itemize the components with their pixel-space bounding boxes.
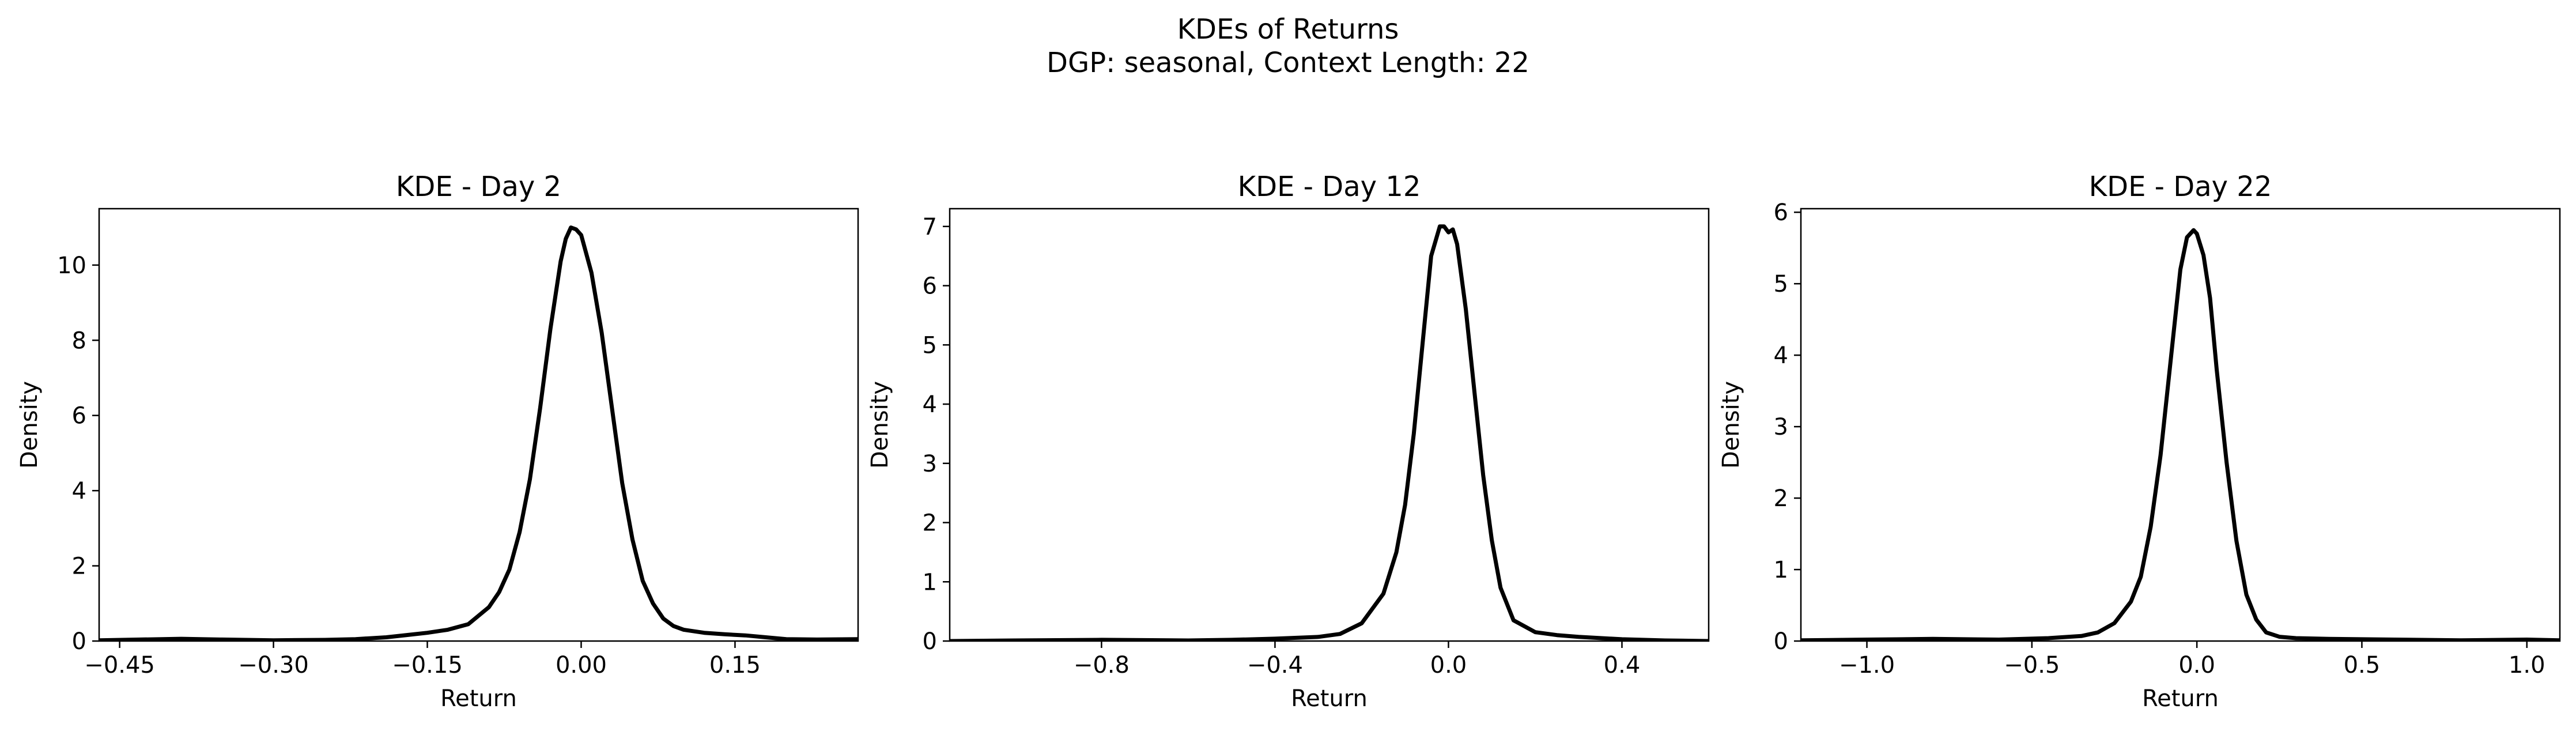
x-axis-label: Return xyxy=(440,685,517,712)
y-tick-label: 6 xyxy=(72,403,86,429)
y-tick-label: 1 xyxy=(923,569,937,595)
y-tick-label: 2 xyxy=(923,510,937,537)
y-tick-label: 10 xyxy=(57,252,86,279)
axes-frame xyxy=(949,208,1710,642)
x-axis-label: Return xyxy=(1291,685,1368,712)
y-tick-label: 6 xyxy=(923,273,937,300)
x-tick-label: 0.4 xyxy=(1604,652,1641,679)
kde-line xyxy=(99,225,858,641)
x-tick-label: 0.0 xyxy=(2178,652,2215,679)
x-tick-label: −1.0 xyxy=(1839,652,1895,679)
y-tick-label: 4 xyxy=(1774,342,1788,369)
x-tick-label: 1.0 xyxy=(2509,652,2545,679)
y-tick-label: 0 xyxy=(1774,628,1788,655)
y-tick-label: 8 xyxy=(72,327,86,354)
x-tick-label: 0.00 xyxy=(556,652,607,679)
x-tick-label: −0.8 xyxy=(1074,652,1130,679)
y-tick-label: 6 xyxy=(1774,199,1788,226)
y-axis-label: Density xyxy=(1718,381,1744,469)
axes-frame xyxy=(98,208,859,642)
subplot-title: KDE - Day 12 xyxy=(1238,171,1421,203)
x-tick-label: 0.15 xyxy=(709,652,761,679)
y-tick-label: 2 xyxy=(72,553,86,580)
x-tick-label: −0.30 xyxy=(238,652,309,679)
y-tick-label: 0 xyxy=(72,628,86,655)
x-tick-label: −0.15 xyxy=(392,652,463,679)
y-tick-label: 4 xyxy=(72,478,86,504)
y-tick-label: 7 xyxy=(923,214,937,240)
subplot-title: KDE - Day 22 xyxy=(2089,171,2272,203)
kde-line xyxy=(950,224,1709,641)
kde-line xyxy=(1801,228,2560,641)
x-tick-label: −0.4 xyxy=(1247,652,1303,679)
x-tick-label: 0.5 xyxy=(2344,652,2381,679)
y-axis-label: Density xyxy=(16,381,43,469)
x-tick-label: −0.45 xyxy=(84,652,155,679)
x-axis-label: Return xyxy=(2142,685,2219,712)
figure-title: KDEs of Returns xyxy=(1177,13,1399,46)
y-tick-label: 5 xyxy=(923,332,937,359)
x-tick-label: 0.0 xyxy=(1430,652,1467,679)
y-tick-label: 1 xyxy=(1774,557,1788,583)
x-tick-label: −0.5 xyxy=(2004,652,2060,679)
figure-subtitle: DGP: seasonal, Context Length: 22 xyxy=(1047,47,1529,79)
y-tick-label: 5 xyxy=(1774,271,1788,297)
y-tick-label: 0 xyxy=(923,628,937,655)
y-tick-label: 2 xyxy=(1774,485,1788,512)
y-tick-label: 3 xyxy=(1774,414,1788,440)
subplot-2: −0.8 −0.4 0.0 0.4 0 1 2 3 4 5 6 7 KDE - Day 12 Return… xyxy=(867,171,1710,712)
y-axis-label: Density xyxy=(867,381,893,469)
subplot-1: −0.45 −0.30 −0.15 0.00 0.15 0 2 4 6 8 10 KDE - Day … xyxy=(16,171,859,712)
subplot-3: −1.0 −0.5 0.0 0.5 1.0 0 1 2 3 4 5 6 KDE - Day 22 Retu… xyxy=(1718,171,2561,712)
y-tick-label: 3 xyxy=(923,451,937,477)
axes-frame xyxy=(1800,208,2561,642)
y-tick-label: 4 xyxy=(923,391,937,418)
subplot-title: KDE - Day 2 xyxy=(396,171,561,203)
